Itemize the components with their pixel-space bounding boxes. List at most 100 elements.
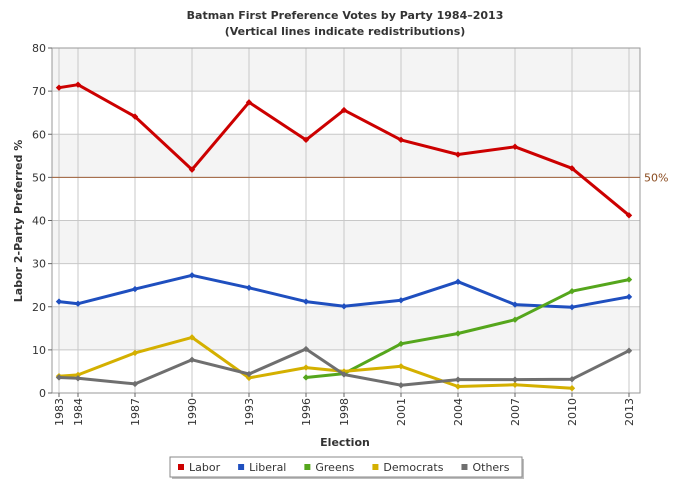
data-point-democrats — [302, 364, 310, 371]
data-point-liberal — [131, 285, 139, 293]
data-point-others — [568, 376, 576, 383]
legend-swatch — [178, 464, 184, 470]
y-tick-label: 80 — [32, 42, 46, 55]
legend-label: Liberal — [249, 461, 286, 474]
x-tick-label: 2004 — [452, 398, 465, 426]
data-point-labor — [625, 212, 633, 219]
y-tick-label: 60 — [32, 128, 46, 141]
x-tick-label: 1987 — [129, 398, 142, 426]
data-point-labor — [74, 81, 82, 88]
data-point-labor — [188, 166, 196, 173]
data-point-others — [625, 347, 633, 354]
x-tick-label: 2010 — [566, 398, 579, 426]
data-point-others — [131, 380, 139, 388]
legend-label: Greens — [315, 461, 354, 474]
data-point-labor — [302, 136, 310, 144]
data-point-others — [302, 345, 310, 353]
data-point-democrats — [74, 371, 82, 379]
series-line-liberal — [57, 273, 631, 309]
plot-band — [52, 306, 640, 350]
data-point-democrats — [245, 374, 253, 382]
series-line-others — [57, 347, 631, 387]
data-point-democrats — [454, 383, 462, 390]
x-tick-label: 2007 — [509, 398, 522, 426]
data-point-liberal — [340, 303, 348, 310]
x-tick-label: 2013 — [623, 398, 636, 426]
data-point-democrats — [131, 349, 139, 357]
data-point-others — [188, 356, 196, 363]
legend-swatch — [238, 464, 245, 470]
plot-band — [52, 134, 640, 178]
data-point-labor — [568, 165, 576, 172]
data-point-labor — [55, 84, 63, 91]
x-tick-label: 1993 — [243, 398, 256, 426]
series-others — [55, 345, 633, 389]
legend-label: Others — [472, 461, 509, 474]
data-point-greens — [511, 316, 519, 323]
data-point-labor — [131, 113, 139, 120]
data-point-liberal — [511, 301, 519, 308]
data-point-liberal — [568, 303, 576, 311]
legend-item-greens: Greens — [304, 461, 355, 474]
legend-box — [169, 456, 523, 478]
y-axis-ticks: 0 10 20 30 40 50 60 70 80 — [32, 42, 52, 400]
data-point-liberal — [74, 300, 82, 307]
series-group — [55, 81, 633, 392]
data-point-liberal — [55, 298, 63, 305]
data-point-liberal — [454, 278, 462, 285]
y-tick-label: 30 — [32, 258, 46, 271]
data-point-liberal — [188, 272, 196, 279]
data-point-liberal — [302, 298, 310, 305]
x-tick-label: 2001 — [395, 398, 408, 426]
data-point-labor — [397, 136, 405, 144]
legend-item-liberal: Liberal — [238, 461, 286, 474]
x-tick-label: 1998 — [338, 398, 351, 426]
data-point-labor — [454, 151, 462, 158]
data-point-greens — [568, 288, 576, 295]
series-labor — [55, 81, 633, 219]
data-point-labor — [340, 106, 348, 114]
data-point-others — [511, 376, 519, 383]
x-axis-ticks: 1983 1984 1987 1990 1993 1996 1998 2001 2004 2007… — [53, 393, 636, 426]
legend-swatch — [372, 464, 379, 470]
chart-subtitle: (Vertical lines indicate redistributions… — [225, 25, 466, 38]
y-tick-label: 0 — [39, 387, 46, 400]
data-point-others — [74, 375, 82, 382]
x-tick-label: 1996 — [300, 398, 313, 426]
y-tick-label: 10 — [32, 344, 46, 357]
data-point-greens — [397, 340, 405, 348]
data-point-liberal — [245, 284, 253, 291]
data-point-others — [55, 374, 63, 381]
y-tick-label: 20 — [32, 301, 46, 314]
y-axis-label: Labor 2-Party Preferred % — [12, 140, 25, 302]
legend: Labor Liberal Greens Democrats Others — [169, 456, 524, 479]
x-axis-label: Election — [320, 436, 370, 449]
data-point-others — [340, 371, 348, 378]
data-point-democrats — [568, 385, 576, 392]
plot-band — [52, 220, 640, 264]
legend-swatch — [461, 464, 468, 470]
data-point-democrats — [188, 334, 196, 341]
x-tick-label: 1983 — [53, 398, 66, 426]
y-tick-label: 70 — [32, 85, 46, 98]
x-tick-label: 1990 — [186, 398, 199, 426]
data-point-labor — [245, 99, 253, 106]
legend-swatch — [304, 464, 311, 470]
data-point-others — [245, 370, 253, 378]
data-point-others — [397, 382, 405, 389]
data-point-democrats — [511, 381, 519, 389]
data-point-greens — [454, 330, 462, 337]
reference-line: 50% — [52, 171, 668, 184]
reference-line-label: 50% — [644, 171, 668, 184]
y-tick-label: 50 — [32, 171, 46, 184]
data-point-others — [454, 376, 462, 383]
y-tick-label: 40 — [32, 215, 46, 228]
data-point-democrats — [397, 363, 405, 370]
data-point-greens — [625, 276, 633, 283]
legend-item-democrats: Democrats — [372, 461, 444, 474]
legend-label: Labor — [189, 461, 221, 474]
legend-item-labor: Labor — [178, 461, 221, 474]
legend-label: Democrats — [383, 461, 443, 474]
chart-title: Batman First Preference Votes by Party 1… — [187, 9, 504, 22]
